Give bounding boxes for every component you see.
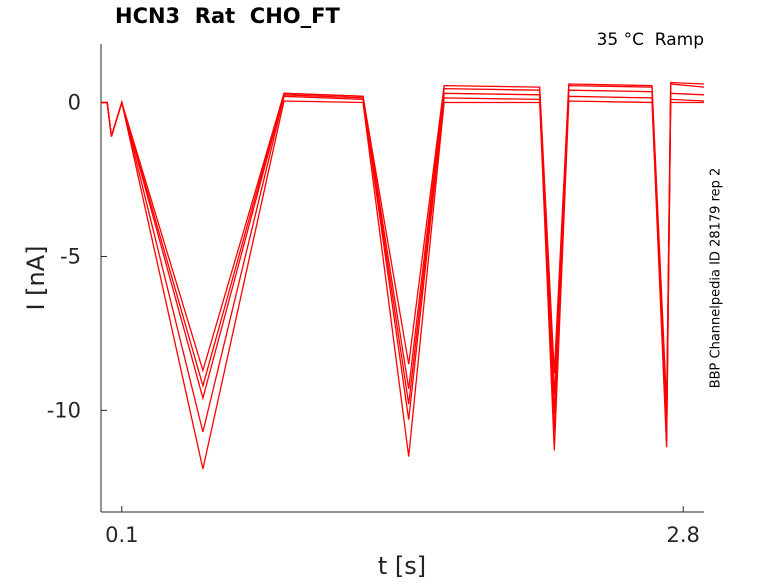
current-trace-4 xyxy=(101,95,705,442)
y-axis-label: I [nA] xyxy=(22,245,50,311)
y-tick-label: -5 xyxy=(60,244,81,268)
x-tick-label: 2.8 xyxy=(667,523,700,547)
y-tick-label: -10 xyxy=(47,398,81,422)
y-tick-label: 0 xyxy=(68,91,81,115)
chart-title: HCN3 Rat CHO_FT xyxy=(115,4,340,28)
x-tick-label: 0.1 xyxy=(105,523,138,547)
current-trace-5 xyxy=(101,99,704,470)
source-label: BBP Channelpedia ID 28179 rep 2 xyxy=(708,167,724,389)
condition-annotation: 35 °C Ramp xyxy=(596,30,704,50)
x-axis-label: t [s] xyxy=(377,552,427,580)
